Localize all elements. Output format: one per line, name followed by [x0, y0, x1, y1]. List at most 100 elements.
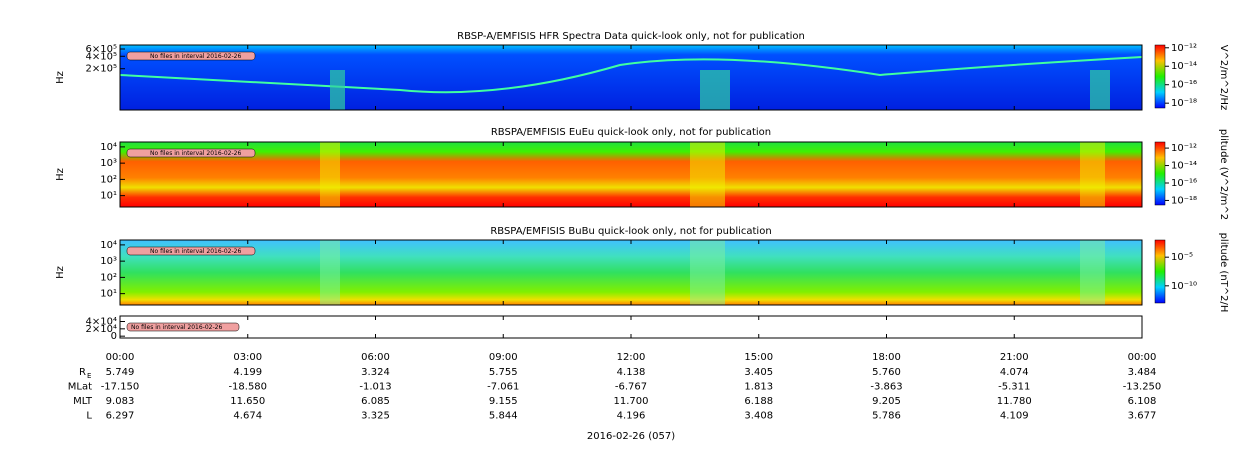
ephemeris-value: 4.074 [1000, 367, 1029, 378]
annotation-box [126, 322, 240, 332]
ephemeris-value: 3.677 [1128, 411, 1157, 422]
ephemeris-value: 6.108 [1128, 396, 1157, 407]
ephemeris-value: 4.199 [233, 367, 262, 378]
spectral-burst [320, 240, 340, 305]
annotation-text: No files in interval 2016-02-26 [150, 248, 241, 255]
ephemeris-value: -18.580 [228, 382, 267, 393]
y-tick-label: 10⁴ [100, 142, 117, 153]
y-tick-label: 10³ [100, 256, 117, 267]
colorbar-tick-label: 10⁻⁵ [1171, 252, 1193, 263]
row-label: MLT [73, 396, 93, 407]
ephemeris-value: 5.760 [872, 367, 901, 378]
row-label: R [79, 367, 86, 378]
colorbar [1154, 239, 1166, 304]
ephemeris-value: 3.405 [744, 367, 773, 378]
ephemeris-value: 9.205 [872, 396, 901, 407]
colorbar [1154, 141, 1166, 206]
x-tick-label: 18:00 [872, 352, 901, 363]
panel-title: RBSPA/EMFISIS EuEu quick-look only, not … [491, 127, 771, 138]
row-label: L [86, 411, 92, 422]
ephemeris-value: 5.749 [106, 367, 135, 378]
y-tick-label: 10³ [100, 158, 117, 169]
annotation: No files in interval 2016-02-26 [126, 51, 256, 61]
ephemeris-value: -5.311 [998, 382, 1030, 393]
row-label: MLat [68, 382, 92, 393]
ephemeris-value: 1.813 [744, 382, 773, 393]
x-tick-label: 06:00 [361, 352, 390, 363]
y-tick-label: 10² [100, 174, 117, 185]
y-tick-label: 10¹ [100, 191, 117, 202]
x-tick-label: 15:00 [744, 352, 773, 363]
x-axis-label: 2016-02-26 (057) [587, 431, 675, 442]
ephemeris-value: 6.085 [361, 396, 390, 407]
ephemeris-value: 9.155 [489, 396, 518, 407]
panel-title: RBSP-A/EMFISIS HFR Spectra Data quick-lo… [457, 31, 805, 42]
annotation: No files in interval 2016-02-26 [126, 322, 240, 332]
ephemeris-value: 9.083 [106, 396, 135, 407]
ephemeris-value: 5.755 [489, 367, 518, 378]
annotation-box [126, 246, 256, 256]
spectrogram-image [120, 45, 1142, 110]
colorbar-tick-label: 10⁻¹⁶ [1171, 178, 1197, 189]
colorbar-tick-label: 10⁻¹⁴ [1171, 61, 1197, 72]
annotation-box [126, 51, 256, 61]
annotation: No files in interval 2016-02-26 [126, 246, 256, 256]
annotation-box [126, 148, 256, 158]
spectral-burst [690, 240, 725, 305]
spectrogram-image [120, 240, 1142, 305]
annotation: No files in interval 2016-02-26 [126, 148, 256, 158]
ephemeris-value: -6.767 [615, 382, 647, 393]
colorbar-tick-label: 10⁻¹² [1171, 43, 1197, 54]
ephemeris-value: -17.150 [101, 382, 140, 393]
y-tick-label: 2×10⁵ [86, 64, 117, 75]
colorbar-tick-label: 10⁻¹² [1171, 143, 1197, 154]
ephemeris-value: 3.408 [744, 411, 773, 422]
y-axis-label: Hz [55, 168, 66, 181]
y-tick-label: 4×10⁵ [86, 51, 117, 62]
x-tick-label: 12:00 [617, 352, 646, 363]
y-tick-label: 2×10⁴ [86, 324, 117, 335]
ephemeris-value: 5.786 [872, 411, 901, 422]
ephemeris-value: 4.674 [233, 411, 262, 422]
colorbar-tick-label: 10⁻¹⁸ [1171, 195, 1197, 206]
spectrogram-image [120, 142, 1142, 207]
x-tick-label: 00:00 [1128, 352, 1157, 363]
colorbar [1154, 44, 1166, 109]
x-tick-label: 03:00 [233, 352, 262, 363]
y-axis-label: Hz [55, 266, 66, 279]
ephemeris-value: 6.297 [106, 411, 135, 422]
colorbar-tick-label: 10⁻¹⁴ [1171, 161, 1197, 172]
spectral-burst [1090, 70, 1110, 110]
ephemeris-value: 4.109 [1000, 411, 1029, 422]
spectral-burst [330, 70, 345, 110]
ephemeris-value: -7.061 [487, 382, 519, 393]
colorbar-label: V^2/m^2/Hz [1218, 45, 1229, 111]
y-axis-label: Hz [55, 71, 66, 84]
ephemeris-value: 11.700 [614, 396, 649, 407]
spectral-burst [690, 142, 725, 207]
ephemeris-value: 5.844 [489, 411, 518, 422]
x-tick-label: 00:00 [106, 352, 135, 363]
ephemeris-value: -1.013 [359, 382, 391, 393]
annotation-text: No files in interval 2016-02-26 [150, 150, 241, 157]
row-label-subscript: E [87, 372, 91, 380]
ephemeris-value: 11.780 [997, 396, 1032, 407]
y-tick-label: 10⁴ [100, 240, 117, 251]
y-tick-label: 4×10⁴ [86, 317, 117, 328]
ephemeris-value: 3.484 [1128, 367, 1157, 378]
spectral-burst [1080, 240, 1105, 305]
colorbar-tick-label: 10⁻¹⁸ [1171, 98, 1197, 109]
panel-title: RBSPA/EMFISIS BuBu quick-look only, not … [490, 226, 771, 237]
ephemeris-value: 6.188 [744, 396, 773, 407]
x-tick-label: 09:00 [489, 352, 518, 363]
colorbar-label: plitude (nT^2/H [1218, 233, 1229, 313]
ephemeris-value: 3.325 [361, 411, 390, 422]
ephemeris-value: 11.650 [230, 396, 265, 407]
spectral-burst [320, 142, 340, 207]
annotation-text: No files in interval 2016-02-26 [131, 324, 222, 331]
spectral-burst [700, 70, 730, 110]
ephemeris-value: 4.196 [617, 411, 646, 422]
colorbar-tick-label: 10⁻¹⁰ [1171, 281, 1197, 292]
ephemeris-value: -13.250 [1123, 382, 1162, 393]
